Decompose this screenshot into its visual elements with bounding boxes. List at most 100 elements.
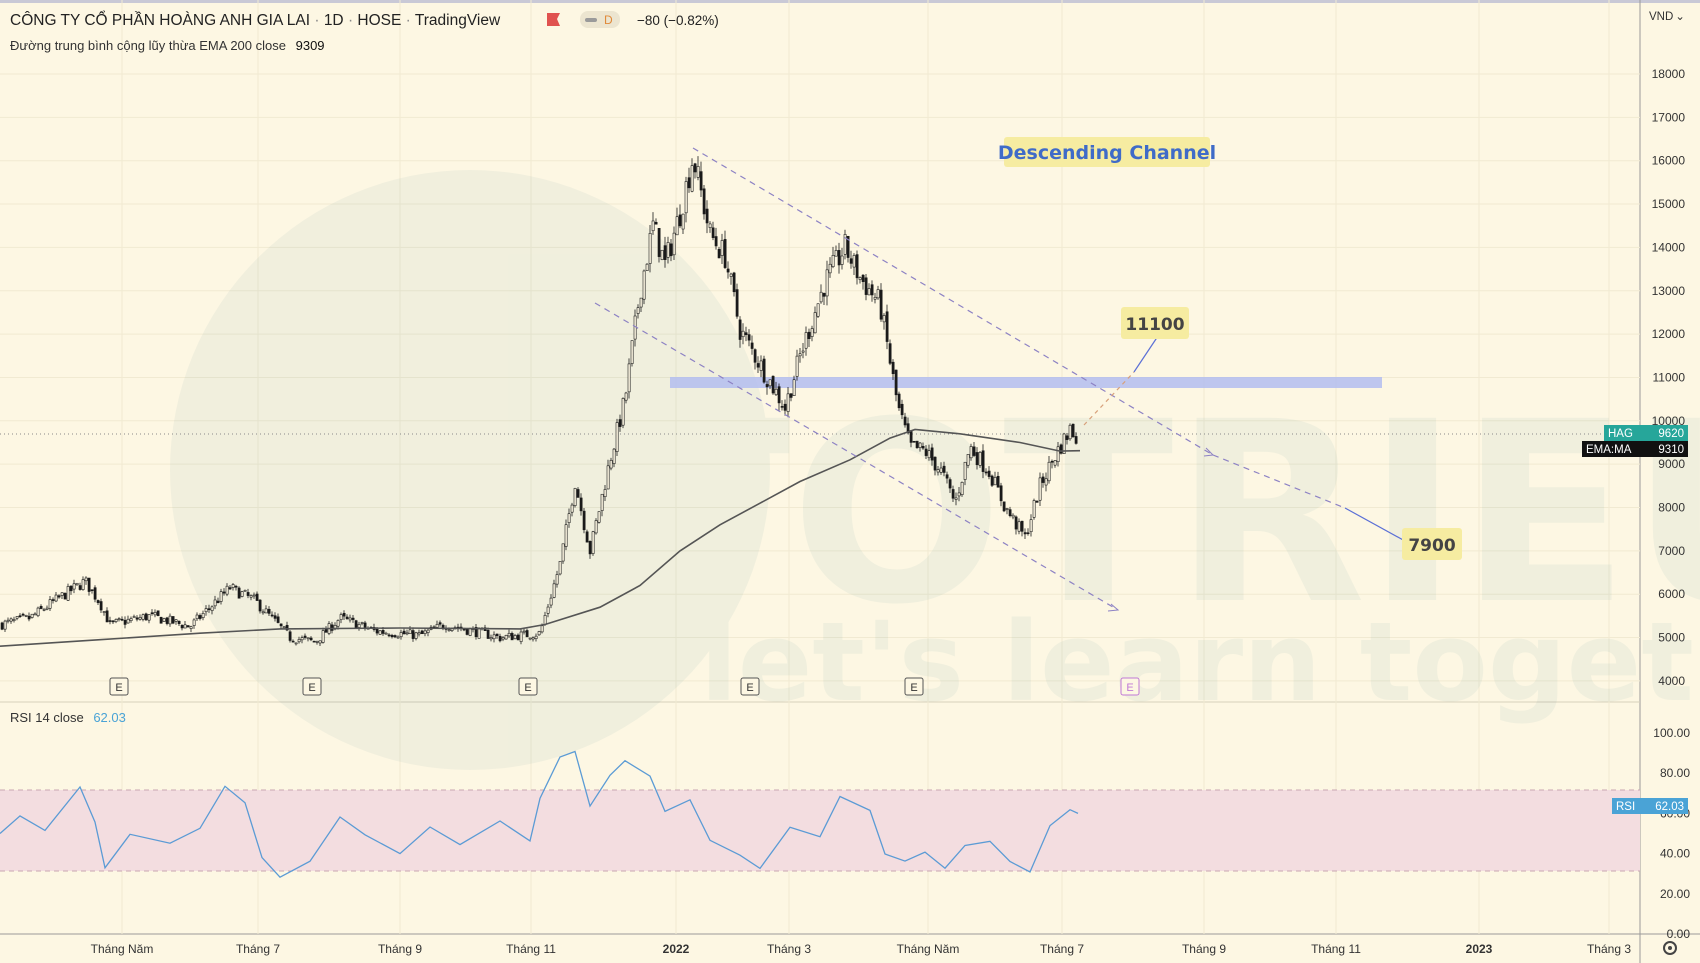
candle-body[interactable] bbox=[306, 637, 310, 640]
candle-body[interactable] bbox=[288, 631, 292, 641]
candle-body[interactable] bbox=[162, 618, 166, 622]
rsi-legend[interactable]: RSI 14 close 62.03 bbox=[10, 710, 126, 725]
legend-title-row[interactable]: CÔNG TY CỔ PHẦN HOÀNG ANH GIA LAI · 1D ·… bbox=[10, 11, 501, 29]
candle-body[interactable] bbox=[411, 630, 415, 639]
rsi-label[interactable]: RSI 14 close bbox=[10, 710, 84, 725]
candle-body[interactable] bbox=[114, 618, 118, 622]
candle-body[interactable] bbox=[435, 624, 439, 628]
candle-body[interactable] bbox=[630, 340, 634, 364]
candle-body[interactable] bbox=[939, 467, 943, 473]
candle-body[interactable] bbox=[120, 618, 124, 621]
candle-body[interactable] bbox=[1071, 423, 1075, 438]
candle-body[interactable] bbox=[675, 216, 679, 236]
candle-body[interactable] bbox=[129, 618, 133, 621]
candle-body[interactable] bbox=[828, 263, 832, 274]
candle-body[interactable] bbox=[924, 448, 928, 456]
candle-body[interactable] bbox=[969, 446, 973, 459]
candle-body[interactable] bbox=[1017, 521, 1021, 532]
candle-body[interactable] bbox=[627, 363, 631, 393]
candle-body[interactable] bbox=[39, 606, 43, 609]
candle-body[interactable] bbox=[663, 245, 667, 260]
candle-body[interactable] bbox=[267, 608, 271, 614]
candle-body[interactable] bbox=[786, 393, 790, 412]
candle-body[interactable] bbox=[417, 632, 421, 635]
candle-body[interactable] bbox=[447, 629, 451, 632]
candle-body[interactable] bbox=[981, 450, 985, 472]
candle-body[interactable] bbox=[33, 613, 37, 616]
candle-body[interactable] bbox=[84, 577, 88, 582]
candle-body[interactable] bbox=[783, 403, 787, 411]
candle-body[interactable] bbox=[345, 616, 349, 619]
candle-body[interactable] bbox=[291, 640, 295, 643]
candle-body[interactable] bbox=[9, 618, 13, 622]
candle-body[interactable] bbox=[45, 607, 49, 610]
candle-body[interactable] bbox=[840, 255, 844, 265]
candle-body[interactable] bbox=[591, 531, 595, 554]
candle-body[interactable] bbox=[159, 616, 163, 624]
candle-body[interactable] bbox=[636, 307, 640, 314]
candle-body[interactable] bbox=[507, 632, 511, 637]
candle-body[interactable] bbox=[618, 419, 622, 427]
candle-body[interactable] bbox=[330, 624, 334, 631]
currency-label[interactable]: VND bbox=[1649, 11, 1673, 23]
candle-body[interactable] bbox=[24, 615, 28, 617]
candle-body[interactable] bbox=[711, 227, 715, 238]
candle-body[interactable] bbox=[933, 456, 937, 471]
candle-body[interactable] bbox=[111, 620, 115, 623]
candle-body[interactable] bbox=[282, 626, 286, 628]
candle-body[interactable] bbox=[156, 610, 160, 616]
candle-body[interactable] bbox=[258, 599, 262, 612]
candle-body[interactable] bbox=[732, 272, 736, 293]
candle-body[interactable] bbox=[126, 618, 130, 624]
indicator-legend[interactable]: Đường trung bình cộng lũy thừa EMA 200 c… bbox=[10, 38, 325, 53]
candle-body[interactable] bbox=[324, 628, 328, 633]
candle-body[interactable] bbox=[354, 620, 358, 630]
candle-body[interactable] bbox=[195, 614, 199, 620]
candle-body[interactable] bbox=[225, 585, 229, 595]
candle-body[interactable] bbox=[957, 492, 961, 497]
channel-lower-line[interactable] bbox=[594, 302, 1119, 611]
candle-body[interactable] bbox=[522, 630, 526, 633]
candle-body[interactable] bbox=[837, 250, 841, 266]
candle-body[interactable] bbox=[210, 606, 214, 611]
ema-label[interactable]: Đường trung bình cộng lũy thừa EMA 200 c… bbox=[10, 38, 286, 53]
candle-body[interactable] bbox=[123, 619, 127, 625]
legend-header[interactable]: CÔNG TY CỔ PHẦN HOÀNG ANH GIA LAI · 1D ·… bbox=[10, 11, 1685, 955]
candle-body[interactable] bbox=[645, 263, 649, 271]
candle-body[interactable] bbox=[897, 393, 901, 409]
candle-body[interactable] bbox=[885, 311, 889, 342]
candle-body[interactable] bbox=[951, 489, 955, 499]
candle-body[interactable] bbox=[222, 591, 226, 594]
candle-body[interactable] bbox=[864, 277, 868, 295]
candle-body[interactable] bbox=[3, 620, 7, 630]
candle-body[interactable] bbox=[6, 619, 10, 622]
candle-body[interactable] bbox=[963, 461, 967, 480]
candle-body[interactable] bbox=[270, 614, 274, 617]
candle-body[interactable] bbox=[594, 520, 598, 534]
candle-body[interactable] bbox=[843, 234, 847, 255]
candle-body[interactable] bbox=[894, 369, 898, 396]
candle-body[interactable] bbox=[876, 289, 880, 299]
candle-body[interactable] bbox=[579, 497, 583, 512]
candle-body[interactable] bbox=[570, 504, 574, 513]
candle-body[interactable] bbox=[966, 454, 970, 466]
candle-body[interactable] bbox=[198, 615, 202, 619]
candle-body[interactable] bbox=[855, 254, 859, 279]
candle-body[interactable] bbox=[66, 586, 70, 601]
ema-line[interactable] bbox=[0, 428, 1081, 647]
candle-body[interactable] bbox=[723, 239, 727, 268]
candle-body[interactable] bbox=[96, 600, 100, 603]
candle-body[interactable] bbox=[1026, 532, 1030, 535]
candle-body[interactable] bbox=[477, 627, 481, 639]
candle-body[interactable] bbox=[99, 601, 103, 611]
candle-body[interactable] bbox=[414, 632, 418, 639]
candle-body[interactable] bbox=[909, 430, 913, 443]
candle-body[interactable] bbox=[852, 255, 856, 268]
candle-body[interactable] bbox=[216, 600, 220, 604]
candle-body[interactable] bbox=[504, 635, 508, 640]
candle-body[interactable] bbox=[264, 608, 268, 614]
candle-body[interactable] bbox=[393, 635, 397, 638]
candle-body[interactable] bbox=[384, 632, 388, 635]
candle-body[interactable] bbox=[1029, 519, 1033, 533]
